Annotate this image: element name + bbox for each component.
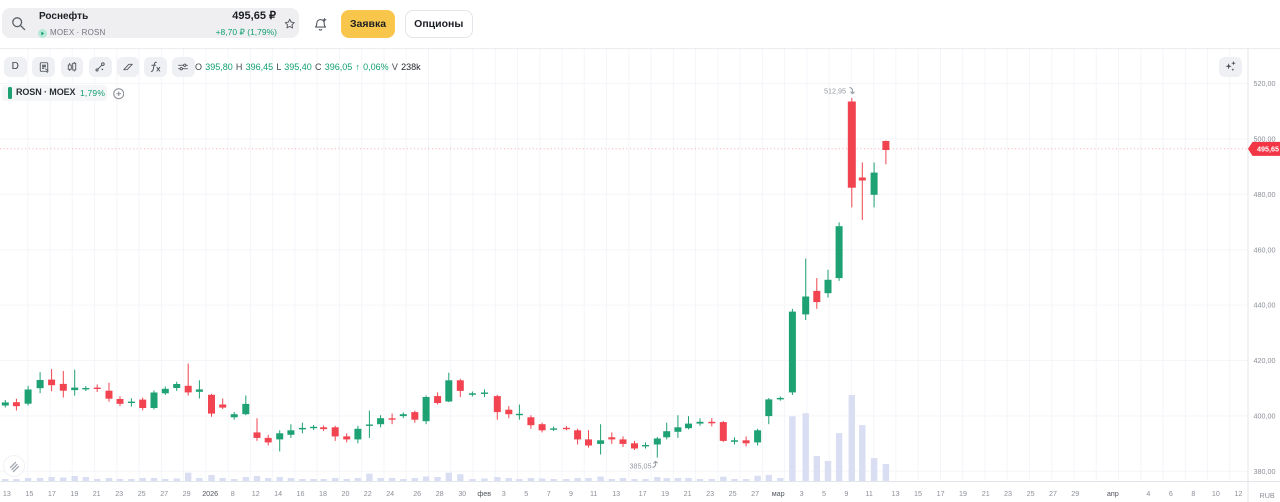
svg-text:18: 18 [319,489,327,498]
svg-text:23: 23 [706,489,714,498]
svg-text:29: 29 [183,489,191,498]
svg-text:RUB: RUB [1260,491,1275,500]
svg-text:400,00: 400,00 [1254,412,1276,421]
svg-text:апр: апр [1107,489,1119,498]
svg-text:520,00: 520,00 [1254,79,1276,88]
svg-text:500,00: 500,00 [1254,135,1276,144]
svg-text:385,05: 385,05 [630,462,652,471]
svg-text:9: 9 [569,489,573,498]
svg-text:13: 13 [892,489,900,498]
svg-text:24: 24 [386,489,394,498]
svg-text:17: 17 [48,489,56,498]
svg-text:20: 20 [342,489,350,498]
svg-text:512,95: 512,95 [824,87,846,96]
svg-text:23: 23 [115,489,123,498]
svg-text:фев: фев [477,489,491,498]
svg-text:9: 9 [844,489,848,498]
svg-text:14: 14 [274,489,282,498]
svg-text:2026: 2026 [202,489,218,498]
svg-text:19: 19 [959,489,967,498]
svg-text:495,65: 495,65 [1257,145,1279,154]
svg-text:15: 15 [914,489,922,498]
svg-text:23: 23 [1004,489,1012,498]
svg-text:12: 12 [252,489,260,498]
svg-text:10: 10 [1212,489,1220,498]
svg-text:6: 6 [1169,489,1173,498]
svg-text:27: 27 [1049,489,1057,498]
svg-text:25: 25 [729,489,737,498]
svg-text:27: 27 [160,489,168,498]
svg-text:13: 13 [612,489,620,498]
svg-text:мар: мар [772,489,785,498]
svg-text:13: 13 [3,489,11,498]
svg-text:3: 3 [502,489,506,498]
svg-text:26: 26 [413,489,421,498]
svg-text:12: 12 [1234,489,1242,498]
svg-text:28: 28 [436,489,444,498]
svg-text:15: 15 [25,489,33,498]
svg-text:25: 25 [1027,489,1035,498]
svg-text:11: 11 [865,489,872,498]
svg-text:22: 22 [364,489,372,498]
svg-text:21: 21 [93,489,101,498]
svg-text:16: 16 [297,489,305,498]
svg-text:29: 29 [1071,489,1079,498]
svg-text:3: 3 [800,489,804,498]
svg-text:19: 19 [661,489,669,498]
svg-text:380,00: 380,00 [1254,467,1276,476]
svg-text:8: 8 [231,489,235,498]
svg-text:480,00: 480,00 [1254,190,1276,199]
svg-text:460,00: 460,00 [1254,245,1276,254]
svg-text:27: 27 [751,489,759,498]
svg-text:19: 19 [70,489,78,498]
svg-text:21: 21 [684,489,692,498]
svg-text:440,00: 440,00 [1254,301,1276,310]
svg-text:7: 7 [547,489,551,498]
svg-text:420,00: 420,00 [1254,356,1276,365]
svg-text:17: 17 [639,489,647,498]
svg-text:17: 17 [937,489,945,498]
svg-text:5: 5 [524,489,528,498]
svg-text:4: 4 [1146,489,1150,498]
svg-text:5: 5 [822,489,826,498]
svg-text:25: 25 [138,489,146,498]
svg-text:8: 8 [1191,489,1195,498]
svg-text:11: 11 [590,489,597,498]
svg-text:21: 21 [982,489,990,498]
svg-text:30: 30 [458,489,466,498]
